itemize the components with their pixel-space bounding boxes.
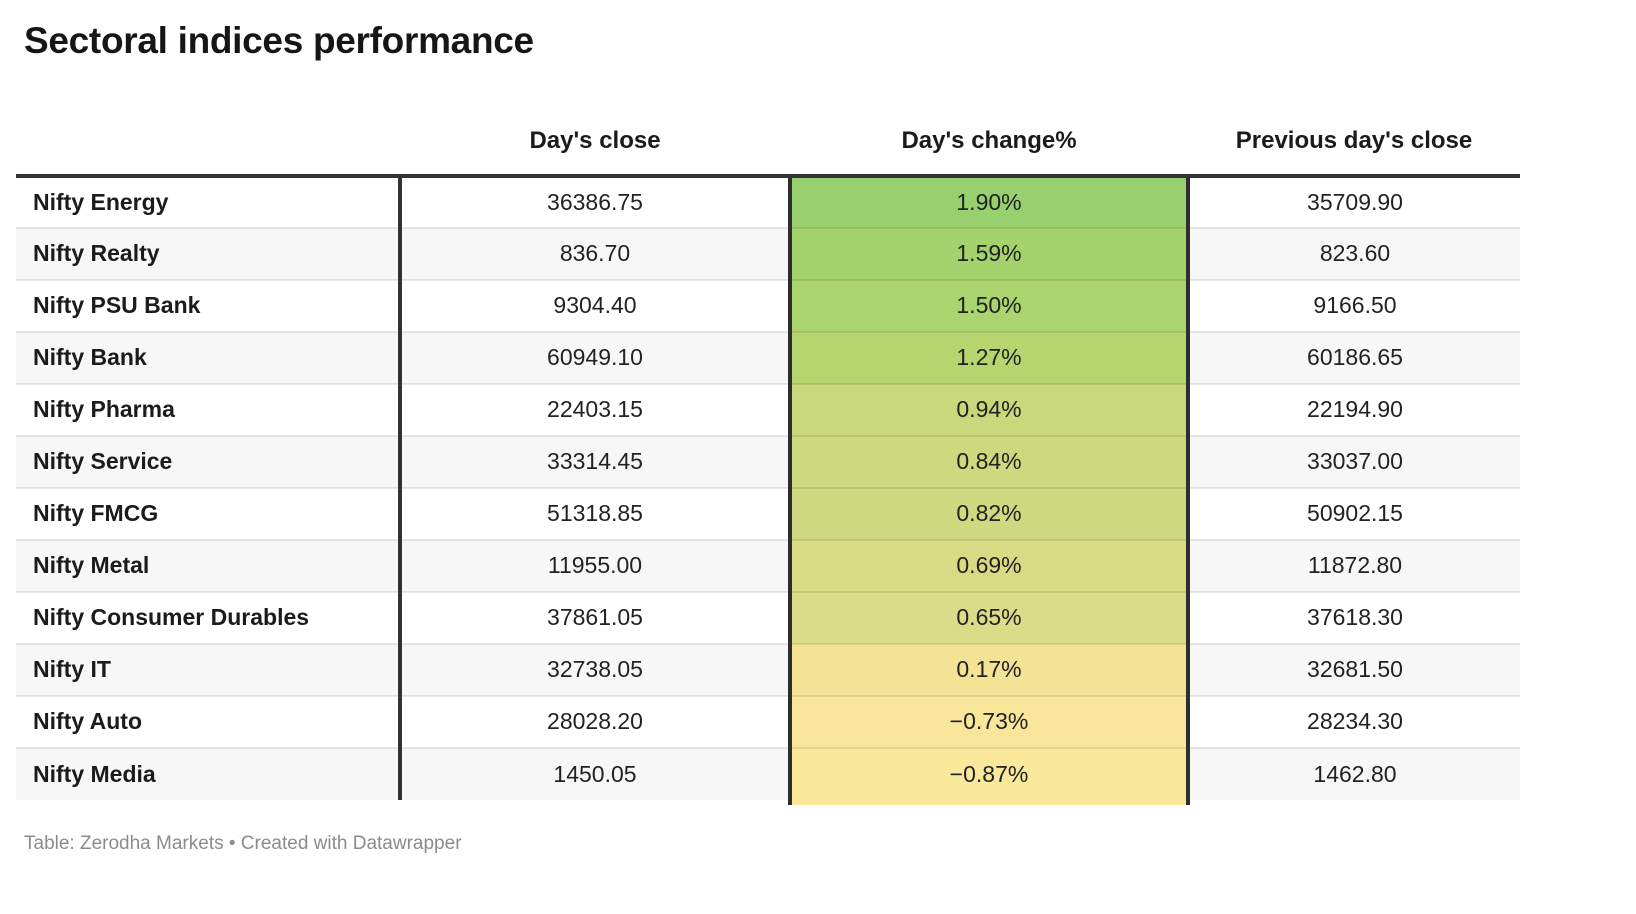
table-row: Nifty FMCG 51318.85 0.82% 50902.15 [16, 487, 1520, 540]
sectoral-indices-table: Day's close Day's change% Previous day's… [16, 104, 1520, 805]
prev-close-cell: 32681.50 [1307, 656, 1403, 683]
days-change-cell: 1.50% [788, 279, 1190, 332]
days-close-cell: 28028.20 [547, 708, 643, 735]
days-change-cell: 0.69% [788, 539, 1190, 592]
row-label: Nifty PSU Bank [16, 279, 402, 332]
days-close-cell: 36386.75 [547, 188, 643, 215]
table-row: Nifty Auto 28028.20 −0.73% 28234.30 [16, 695, 1520, 748]
days-change-cell: 0.84% [788, 435, 1190, 488]
days-change-cell: 0.82% [788, 487, 1190, 540]
row-label: Nifty Realty [16, 227, 402, 280]
row-label: Nifty Service [16, 435, 402, 488]
table-row: Nifty Consumer Durables 37861.05 0.65% 3… [16, 591, 1520, 644]
row-label: Nifty FMCG [16, 487, 402, 540]
row-label: Nifty Pharma [16, 383, 402, 436]
prev-close-cell: 823.60 [1319, 240, 1391, 267]
table-row: Nifty Energy 36386.75 1.90% 35709.90 [16, 175, 1520, 228]
table-row: Nifty PSU Bank 9304.40 1.50% 9166.50 [16, 279, 1520, 332]
days-change-cell: 1.27% [788, 331, 1190, 384]
table-row: Nifty Metal 11955.00 0.69% 11872.80 [16, 539, 1520, 592]
row-label: Nifty Bank [16, 331, 402, 384]
header-row: Day's close Day's change% Previous day's… [16, 104, 1520, 178]
prev-close-cell: 11872.80 [1307, 552, 1403, 579]
row-label: Nifty Energy [16, 175, 402, 228]
row-label: Nifty Consumer Durables [16, 591, 402, 644]
prev-close-cell: 22194.90 [1307, 396, 1403, 423]
prev-close-cell: 37618.30 [1307, 604, 1403, 631]
days-close-cell: 60949.10 [547, 344, 643, 371]
prev-close-cell: 35709.90 [1307, 188, 1403, 215]
days-change-cell: 0.17% [788, 643, 1190, 696]
days-close-cell: 33314.45 [547, 448, 643, 475]
column-header-days-change: Day's change% [790, 104, 1188, 178]
prev-close-cell: 50902.15 [1307, 500, 1403, 527]
days-change-cell: −0.73% [788, 695, 1190, 748]
column-header-previous-close: Previous day's close [1188, 104, 1520, 178]
table-row: Nifty IT 32738.05 0.17% 32681.50 [16, 643, 1520, 696]
table-row: Nifty Service 33314.45 0.84% 33037.00 [16, 435, 1520, 488]
days-close-cell: 37861.05 [547, 604, 643, 631]
prev-close-cell: 1462.80 [1313, 760, 1397, 787]
days-change-cell: 1.59% [788, 227, 1190, 280]
row-label: Nifty Metal [16, 539, 402, 592]
column-header-index [16, 104, 400, 178]
prev-close-cell: 60186.65 [1307, 344, 1403, 371]
heat-column-bottom-strip [16, 799, 1520, 805]
days-close-cell: 51318.85 [547, 500, 643, 527]
days-close-cell: 22403.15 [547, 396, 643, 423]
attribution-text: Table: Zerodha Markets • Created with Da… [24, 832, 462, 854]
row-label: Nifty IT [16, 643, 402, 696]
row-label: Nifty Auto [16, 695, 402, 748]
days-close-cell: 836.70 [559, 240, 631, 267]
prev-close-cell: 33037.00 [1307, 448, 1403, 475]
table-row: Nifty Realty 836.70 1.59% 823.60 [16, 227, 1520, 280]
days-close-cell: 9304.40 [553, 292, 637, 319]
row-label: Nifty Media [16, 747, 402, 800]
days-change-cell: −0.87% [788, 747, 1190, 800]
table-row: Nifty Bank 60949.10 1.27% 60186.65 [16, 331, 1520, 384]
days-change-cell: 0.65% [788, 591, 1190, 644]
days-close-cell: 1450.05 [553, 760, 637, 787]
heat-strip-cell [788, 799, 1190, 805]
column-header-days-close: Day's close [400, 104, 790, 178]
page-title: Sectoral indices performance [24, 20, 534, 61]
table-row: Nifty Media 1450.05 −0.87% 1462.80 [16, 747, 1520, 800]
prev-close-cell: 28234.30 [1307, 708, 1403, 735]
days-close-cell: 11955.00 [547, 552, 643, 579]
prev-close-cell: 9166.50 [1313, 292, 1397, 319]
table-row: Nifty Pharma 22403.15 0.94% 22194.90 [16, 383, 1520, 436]
days-close-cell: 32738.05 [547, 656, 643, 683]
days-change-cell: 1.90% [788, 175, 1190, 228]
days-change-cell: 0.94% [788, 383, 1190, 436]
